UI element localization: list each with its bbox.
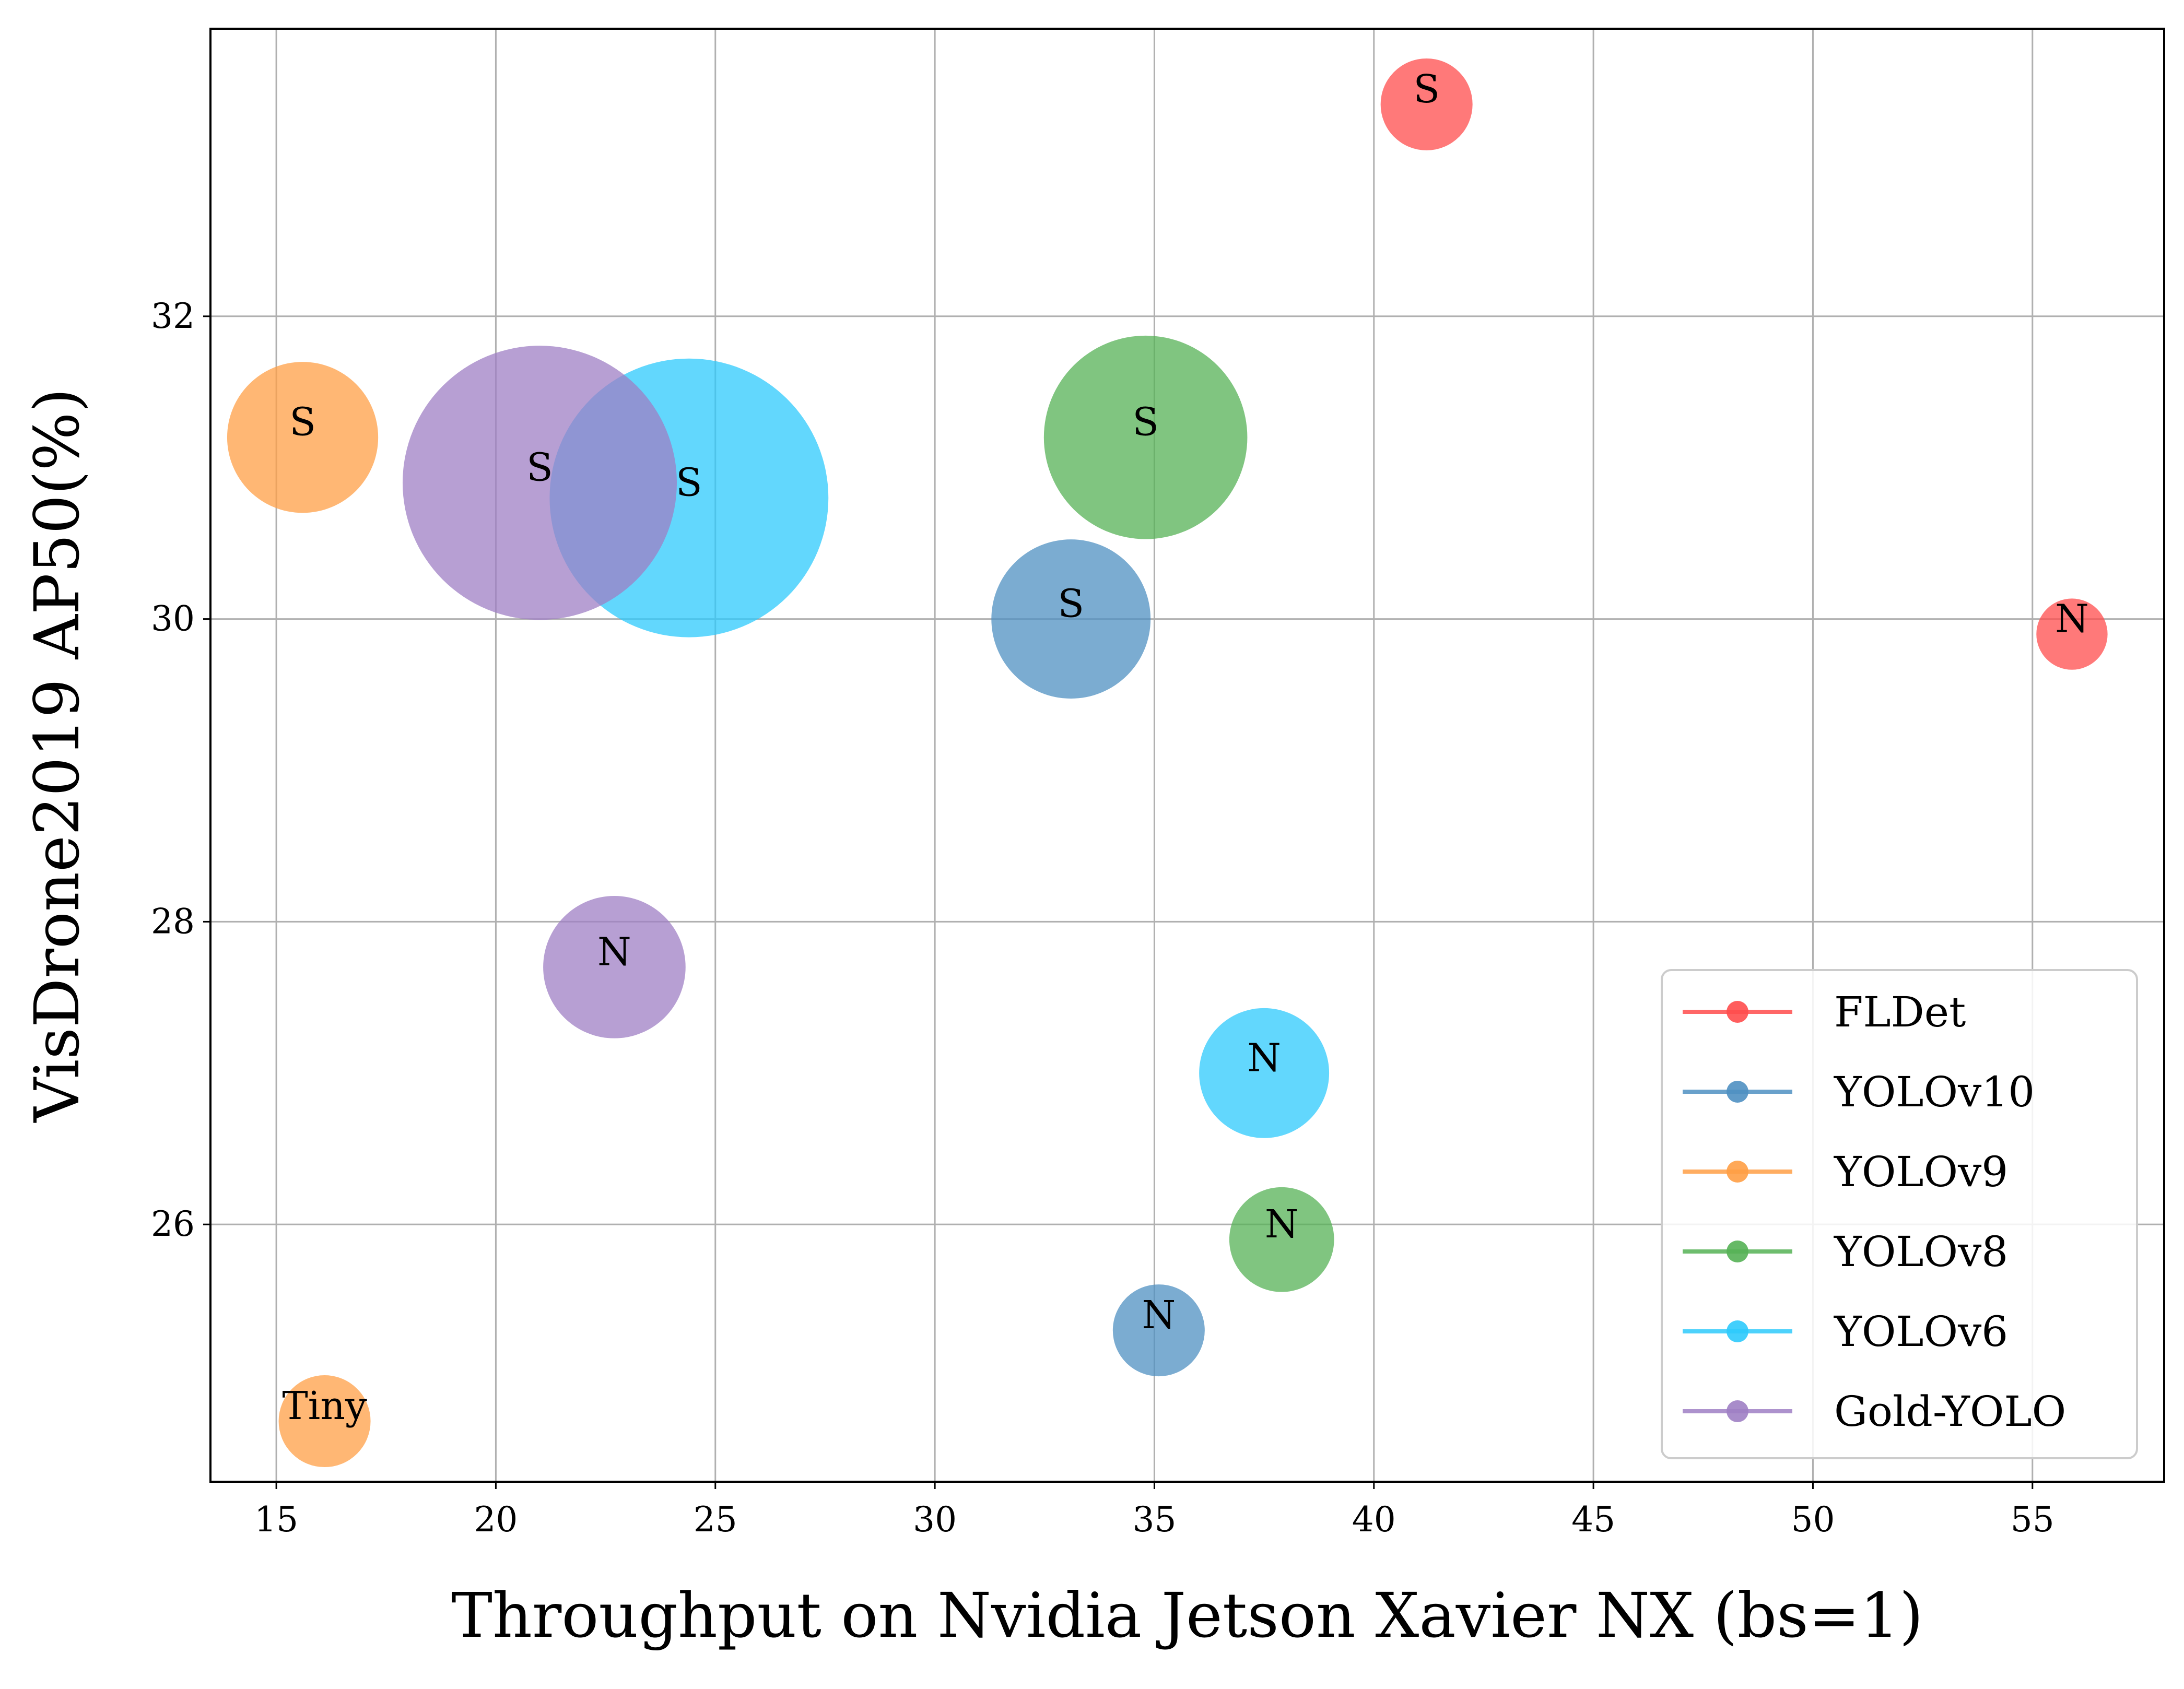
bubble-label: N — [1247, 1035, 1281, 1080]
legend-box — [1661, 969, 2138, 1459]
bubble-label: N — [597, 929, 631, 974]
y-tick-label: 28 — [151, 901, 195, 941]
x-tick-label: 30 — [913, 1499, 957, 1540]
bubble-yolov8 — [1229, 1187, 1334, 1292]
bubble-yolov6 — [1199, 1008, 1330, 1138]
x-tick-label: 35 — [1132, 1499, 1176, 1540]
bubble-yolov8 — [1043, 335, 1248, 539]
bubble-label: S — [1132, 400, 1159, 445]
bubble-yolov9 — [227, 362, 379, 513]
bubble-gold-yolo — [402, 346, 677, 620]
legend-marker-yolov10 — [1727, 1081, 1748, 1103]
x-tick-label: 20 — [474, 1499, 518, 1540]
legend-label: YOLOv8 — [1834, 1227, 2008, 1276]
x-tick-label: 50 — [1791, 1499, 1835, 1540]
x-axis-title: Throughput on Nvidia Jetson Xavier NX (b… — [451, 1579, 1923, 1651]
x-tick-label: 15 — [254, 1499, 298, 1540]
y-tick-label: 32 — [151, 296, 195, 336]
legend-label: Gold-YOLO — [1834, 1387, 2066, 1436]
bubbles: S N S N S Tiny S N S N S N — [227, 58, 2108, 1468]
legend-marker-yolov9 — [1727, 1161, 1748, 1183]
legend-marker-gold-yolo — [1727, 1400, 1748, 1422]
plot-area-frame — [209, 28, 2165, 1483]
bubble-fldet — [1380, 58, 1473, 150]
bubble-label: S — [526, 445, 553, 490]
bubble-yolov10 — [1112, 1284, 1205, 1377]
legend: FLDet YOLOv10 YOLOv9 YOLOv8 YOLOv6 Gold-YOLO — [1661, 969, 2138, 1459]
legend-label: YOLOv10 — [1834, 1068, 2035, 1116]
bubble-yolov10 — [991, 539, 1151, 699]
legend-label: YOLOv6 — [1834, 1307, 2008, 1356]
y-tick-label: 30 — [151, 599, 195, 639]
legend-label: YOLOv9 — [1834, 1148, 2008, 1196]
bubble-label: N — [2055, 597, 2089, 642]
bubble-label: S — [289, 400, 316, 445]
x-tick-label: 45 — [1571, 1499, 1615, 1540]
bubble-label: Tiny — [282, 1384, 367, 1428]
axis-ticks: 15 20 25 30 35 40 45 50 55 26 28 30 32 — [151, 296, 2054, 1540]
bubble-label: S — [1058, 582, 1084, 627]
bubble-label: N — [1142, 1293, 1176, 1338]
x-tick-label: 55 — [2011, 1499, 2054, 1540]
x-tick-label: 40 — [1352, 1499, 1396, 1540]
legend-marker-yolov8 — [1727, 1241, 1748, 1262]
y-axis-title: VisDrone2019 AP50(%) — [21, 388, 93, 1123]
legend-marker-fldet — [1727, 1001, 1748, 1023]
bubble-gold-yolo — [543, 896, 686, 1038]
bubble-fldet — [2036, 598, 2108, 670]
bubble-label: S — [1413, 67, 1440, 112]
y-tick-label: 26 — [151, 1204, 195, 1244]
bubble-yolov9 — [278, 1375, 371, 1468]
legend-marker-yolov6 — [1727, 1320, 1748, 1342]
legend-label: FLDet — [1834, 988, 1966, 1036]
bubble-label: N — [1265, 1202, 1299, 1247]
x-tick-label: 25 — [694, 1499, 737, 1540]
bubble-label: S — [676, 460, 702, 505]
